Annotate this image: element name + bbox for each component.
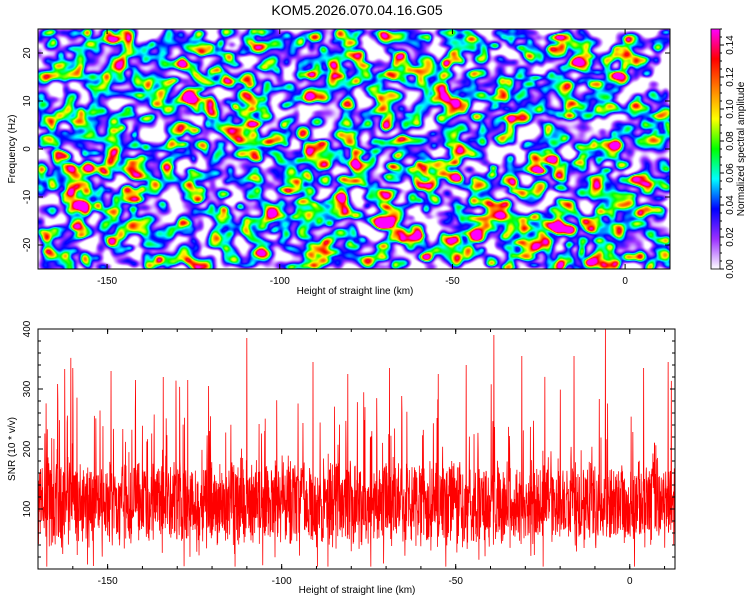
heatmap-image (38, 29, 670, 269)
heatmap-x-axis-label: Height of straight line (km) (297, 286, 414, 297)
snr-y-tick-label: 200 (22, 440, 33, 457)
snr-y-tick-label: 100 (22, 500, 33, 517)
colorbar-ticks: 0.00 0.02 0.04 0.06 0.08 0.10 0.12 0.14 (720, 28, 736, 279)
colorbar-label: Normalized spectral amplitude (736, 81, 747, 216)
heatmap-y-tick-label: -20 (22, 237, 33, 252)
colorbar-tick-label: 0.00 (725, 259, 736, 279)
colorbar: 0.00 0.02 0.04 0.06 0.08 0.10 0.12 0.14 Normali… (710, 28, 747, 279)
colorbar-tick-label: 0.10 (725, 99, 736, 119)
snr-line (38, 329, 675, 567)
colorbar-tick-label: 0.14 (725, 35, 736, 55)
colorbar-tick-label: 0.08 (725, 131, 736, 151)
heatmap-y-tick-label: 10 (22, 95, 33, 107)
snr-y-tick-label: 300 (22, 380, 33, 397)
heatmap-x-tick-label: 0 (622, 276, 628, 287)
snr-x-tick-label: 0 (627, 576, 633, 587)
heatmap-y-tick-label: 20 (22, 47, 33, 59)
heatmap-panel: KOM5.2026.070.04.16.G05 -150 -100 -50 0-20-… (7, 2, 671, 297)
snr-x-axis-label: Height of straight line (km) (299, 585, 416, 596)
heatmap-x-tick-label: -100 (270, 276, 290, 287)
snr-x-tick-label: -50 (448, 576, 463, 587)
colorbar-tick-label: 0.12 (725, 67, 736, 87)
heatmap-x-tick-label: -50 (445, 276, 460, 287)
colorbar-tick-label: 0.06 (725, 163, 736, 183)
snr-x-tick-label: -100 (272, 576, 292, 587)
snr-y-tick-label: 400 (22, 320, 33, 337)
snr-frame (37, 328, 676, 570)
snr-y-axis-label: SNR (10 * v/v) (7, 417, 18, 481)
heatmap-y-tick-label: 0 (22, 146, 33, 152)
colorbar-gradient (711, 29, 720, 269)
heatmap-y-axis-label: Frequency (Hz) (7, 115, 18, 184)
colorbar-tick-label: 0.04 (725, 195, 736, 215)
chart-title: KOM5.2026.070.04.16.G05 (271, 2, 442, 18)
snr-x-tick-label: -150 (98, 576, 118, 587)
snr-series-line (38, 329, 675, 567)
heatmap-x-tick-label: -150 (97, 276, 117, 287)
snr-panel: -150 -100 -50 0 100 200 300 400 Height of strai… (7, 320, 676, 596)
heatmap-y-tick-label: -10 (22, 189, 33, 204)
snr-axes: -150 -100 -50 0 100 200 300 400 (22, 320, 675, 587)
colorbar-tick-label: 0.02 (725, 227, 736, 247)
